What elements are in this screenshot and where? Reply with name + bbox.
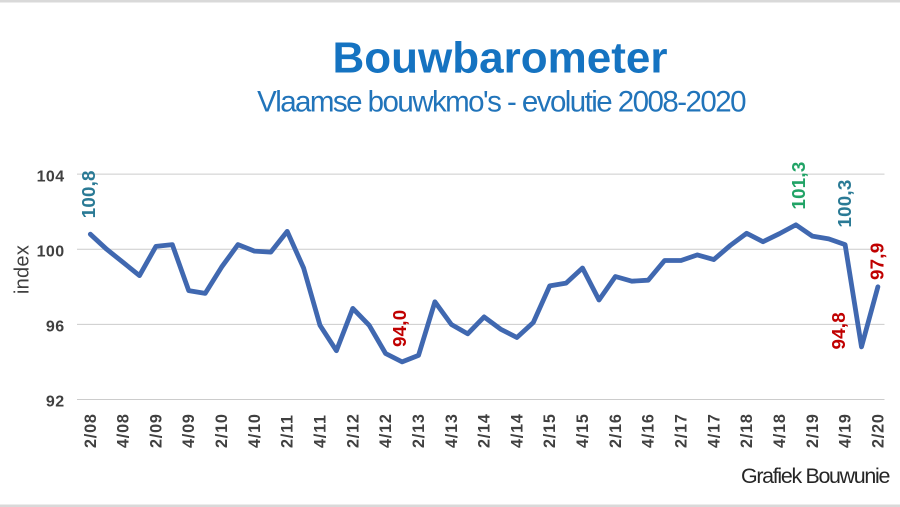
svg-text:92: 92 [46, 394, 65, 411]
svg-text:104: 104 [37, 168, 65, 185]
svg-text:4/14: 4/14 [508, 413, 526, 448]
svg-text:96: 96 [46, 319, 65, 336]
svg-text:Bouwbarometer: Bouwbarometer [333, 34, 668, 83]
svg-text:94,8: 94,8 [828, 312, 849, 349]
svg-text:4/13: 4/13 [443, 413, 461, 448]
svg-text:4/19: 4/19 [837, 413, 855, 448]
svg-text:2/15: 2/15 [541, 413, 559, 448]
svg-text:Vlaamse bouwkmo's - evolutie 2: Vlaamse bouwkmo's - evolutie 2008-2020 [257, 86, 746, 119]
svg-text:Grafiek Bouwunie: Grafiek Bouwunie [741, 464, 889, 488]
svg-text:4/15: 4/15 [574, 413, 592, 448]
svg-text:index: index [12, 245, 34, 294]
svg-text:2/09: 2/09 [147, 413, 165, 448]
svg-text:2/13: 2/13 [410, 413, 428, 448]
svg-text:4/17: 4/17 [705, 413, 723, 448]
svg-text:100: 100 [37, 244, 65, 261]
svg-text:2/16: 2/16 [607, 413, 625, 448]
svg-text:4/10: 4/10 [246, 413, 264, 448]
svg-text:2/20: 2/20 [869, 413, 887, 448]
svg-text:2/12: 2/12 [344, 413, 362, 448]
svg-text:2/18: 2/18 [738, 413, 756, 448]
svg-text:4/16: 4/16 [640, 413, 658, 448]
svg-text:101,3: 101,3 [788, 162, 809, 210]
svg-text:2/11: 2/11 [279, 414, 297, 448]
svg-text:4/18: 4/18 [771, 413, 789, 448]
svg-text:100,3: 100,3 [834, 180, 855, 228]
svg-text:2/08: 2/08 [82, 413, 100, 448]
svg-text:4/12: 4/12 [377, 413, 395, 448]
svg-text:2/19: 2/19 [804, 413, 822, 448]
svg-text:2/14: 2/14 [476, 413, 494, 448]
svg-text:2/17: 2/17 [673, 413, 691, 448]
svg-text:97,9: 97,9 [867, 243, 888, 280]
svg-text:4/11: 4/11 [312, 414, 330, 448]
svg-text:100,8: 100,8 [78, 170, 99, 218]
svg-text:94,0: 94,0 [389, 310, 410, 347]
svg-text:2/10: 2/10 [213, 413, 231, 448]
svg-text:4/08: 4/08 [115, 413, 133, 448]
svg-text:4/09: 4/09 [180, 413, 198, 448]
